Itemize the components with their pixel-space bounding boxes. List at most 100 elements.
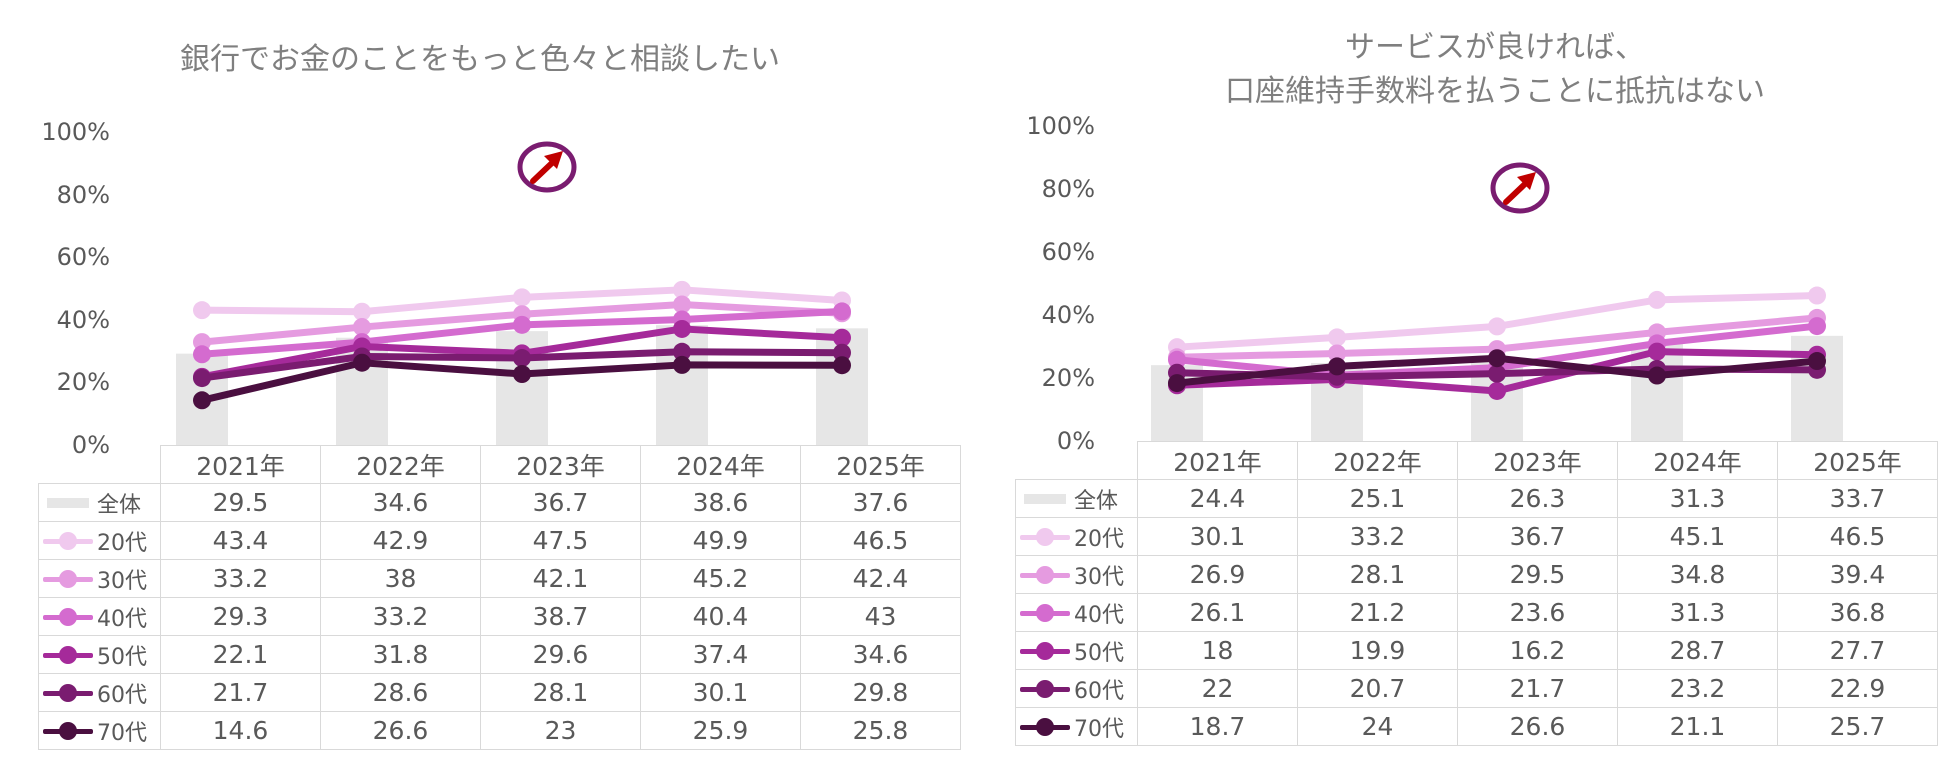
table-row: 60代 22 20.7 21.7 23.2 22.9 <box>1015 669 1938 708</box>
data-point-70代 <box>833 356 851 375</box>
data-point-30代 <box>673 295 691 314</box>
table-row: 30代 26.9 28.1 29.5 34.8 39.4 <box>1015 555 1938 594</box>
table-cell: 25.9 <box>640 711 801 750</box>
data-point-70代 <box>513 365 531 384</box>
data-point-40代 <box>513 315 531 334</box>
table-row: 20代 43.4 42.9 47.5 49.9 46.5 <box>38 521 961 560</box>
data-point-20代 <box>1808 286 1826 305</box>
table-cell: 22.1 <box>160 635 321 674</box>
table-cell: 28.6 <box>320 673 481 712</box>
legend-dot-swatch <box>59 645 77 664</box>
legend-dot-swatch <box>1036 527 1054 546</box>
table-cell: 28.1 <box>1297 555 1458 594</box>
chart-panel-left: 銀行でお金のことをもっと色々と相談したい 0% 20% 40% 60% 80% 100% … <box>38 42 961 750</box>
table-row: 50代 22.1 31.8 29.6 37.4 34.6 <box>38 635 961 674</box>
table-cell: 42.1 <box>480 559 641 598</box>
table-header-row: 2021年 2022年 2023年 2024年 2025年 <box>38 445 961 484</box>
data-point-40代 <box>833 302 851 321</box>
table-cell: 30.1 <box>640 673 801 712</box>
x-tick-label: 2021年 <box>1137 441 1298 480</box>
data-point-60代 <box>513 349 531 368</box>
legend-key <box>43 493 93 513</box>
data-point-70代 <box>193 391 211 410</box>
table-cell: 26.1 <box>1137 593 1298 632</box>
trend-badge <box>517 141 577 193</box>
legend-dot-swatch <box>1036 717 1054 736</box>
table-cell: 31.3 <box>1617 593 1778 632</box>
legend-entry: 20代 <box>38 521 161 560</box>
legend-key <box>43 645 93 665</box>
table-cell: 45.2 <box>640 559 801 598</box>
table-cell: 27.7 <box>1777 631 1938 670</box>
table-cell: 36.7 <box>480 483 641 522</box>
y-tick-label: 20% <box>1041 364 1095 392</box>
legend-key <box>43 531 93 551</box>
data-point-70代 <box>1328 357 1346 376</box>
table-cell: 33.2 <box>1297 517 1458 556</box>
data-point-70代 <box>673 355 691 374</box>
legend-key <box>1020 603 1070 623</box>
legend-dot-swatch <box>59 721 77 740</box>
data-point-50代 <box>1488 381 1506 400</box>
x-tick-label: 2025年 <box>1777 441 1938 480</box>
legend-dot-swatch <box>1036 603 1054 622</box>
legend-dot-swatch <box>1036 641 1054 660</box>
table-cell: 29.8 <box>800 673 961 712</box>
data-point-20代 <box>1648 290 1666 309</box>
legend-dot-swatch <box>1036 565 1054 584</box>
x-tick-label: 2025年 <box>800 445 961 484</box>
table-cell: 33.7 <box>1777 479 1938 518</box>
data-table: 2021年 2022年 2023年 2024年 2025年 全体 24.4 25.1 26.3 3… <box>1015 441 1938 746</box>
table-cell: 38.6 <box>640 483 801 522</box>
x-tick-label: 2023年 <box>1457 441 1618 480</box>
table-header-row: 2021年 2022年 2023年 2024年 2025年 <box>1015 441 1938 480</box>
table-cell: 25.8 <box>800 711 961 750</box>
table-cell: 21.7 <box>1457 669 1618 708</box>
y-tick-label: 80% <box>56 180 110 209</box>
legend-dot-swatch <box>59 531 77 550</box>
chart-title: サービスが良ければ、 口座維持手数料を払うことに抵抗はない <box>1225 30 1765 109</box>
table-cell: 49.9 <box>640 521 801 560</box>
table-cell: 34.6 <box>320 483 481 522</box>
table-cell: 23 <box>480 711 641 750</box>
legend-label: 30代 <box>97 568 147 594</box>
legend-label: 50代 <box>97 644 147 670</box>
x-tick-label: 2024年 <box>1617 441 1778 480</box>
data-table: 2021年 2022年 2023年 2024年 2025年 全体 29.5 34.6 36.7 3… <box>38 445 961 750</box>
table-cell: 18.7 <box>1137 707 1298 746</box>
legend-entry: 70代 <box>38 711 161 750</box>
x-tick-label: 2021年 <box>160 445 321 484</box>
y-tick-label: 60% <box>56 243 110 272</box>
data-point-30代 <box>353 318 371 337</box>
table-cell: 34.8 <box>1617 555 1778 594</box>
table-cell: 36.8 <box>1777 593 1938 632</box>
table-cell: 21.2 <box>1297 593 1458 632</box>
legend-entry: 40代 <box>1015 593 1138 632</box>
y-tick-label: 80% <box>1041 175 1095 203</box>
legend-label: 20代 <box>1074 526 1124 552</box>
legend-entry: 40代 <box>38 597 161 636</box>
data-point-20代 <box>513 288 531 307</box>
table-cell: 29.6 <box>480 635 641 674</box>
legend-key <box>43 721 93 741</box>
table-corner <box>1015 441 1138 480</box>
data-point-20代 <box>1488 317 1506 336</box>
legend-key <box>1020 717 1070 737</box>
table-cell: 18 <box>1137 631 1298 670</box>
data-point-70代 <box>1488 349 1506 368</box>
y-tick-label: 100% <box>41 118 110 146</box>
table-cell: 31.8 <box>320 635 481 674</box>
table-cell: 25.7 <box>1777 707 1938 746</box>
table-cell: 42.4 <box>800 559 961 598</box>
table-cell: 45.1 <box>1617 517 1778 556</box>
x-tick-label: 2022年 <box>1297 441 1458 480</box>
data-point-50代 <box>673 319 691 338</box>
table-cell: 37.6 <box>800 483 961 522</box>
legend-entry: 50代 <box>1015 631 1138 670</box>
table-cell: 33.2 <box>320 597 481 636</box>
table-cell: 43.4 <box>160 521 321 560</box>
chart-title: 銀行でお金のことをもっと色々と相談したい <box>180 42 780 77</box>
table-cell: 36.7 <box>1457 517 1618 556</box>
legend-label: 全体 <box>1074 488 1119 514</box>
legend-dot-swatch <box>59 683 77 702</box>
